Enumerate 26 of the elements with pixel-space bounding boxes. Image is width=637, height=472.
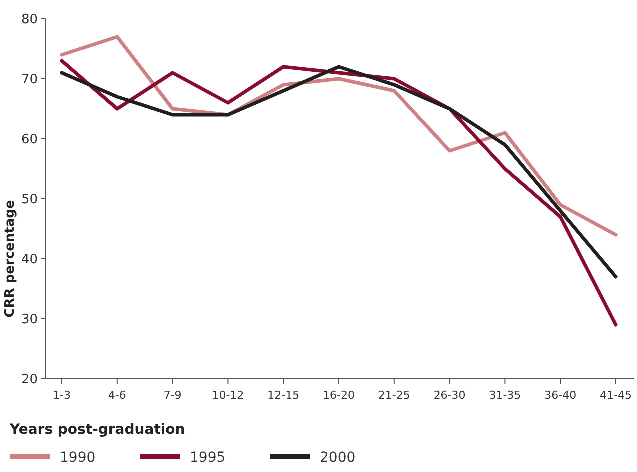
legend-label: 2000 [320, 450, 356, 466]
x-axis-title: Years post-graduation [9, 422, 186, 438]
x-tick-label: 26-30 [434, 389, 466, 402]
x-tick-label: 4-6 [108, 389, 126, 402]
x-tick-label: 10-12 [212, 389, 244, 402]
x-tick-label: 1-3 [53, 389, 71, 402]
line-series [60, 65, 618, 279]
y-axis-title: CRR percentage [3, 200, 18, 318]
x-tick-label: 12-15 [268, 389, 300, 402]
x-tick-label: 21-25 [378, 389, 410, 402]
y-tick-label: 40 [21, 252, 38, 268]
x-tick-label: 16-20 [323, 389, 355, 402]
legend-label: 1995 [190, 450, 226, 466]
line-series [60, 59, 618, 327]
y-tick-label: 20 [21, 372, 38, 388]
x-tick-label: 7-9 [164, 389, 182, 402]
x-tick-label: 31-35 [489, 389, 522, 402]
x-tick-label: 36-40 [544, 389, 577, 402]
y-tick-label: 30 [21, 312, 38, 328]
y-tick-label: 60 [21, 132, 38, 148]
line-series [60, 35, 618, 237]
y-tick-label: 70 [21, 72, 38, 88]
legend-label: 1990 [60, 450, 96, 466]
x-tick-label: 41-45 [600, 389, 632, 402]
y-tick-label: 50 [21, 192, 38, 208]
y-tick-label: 80 [21, 12, 38, 28]
